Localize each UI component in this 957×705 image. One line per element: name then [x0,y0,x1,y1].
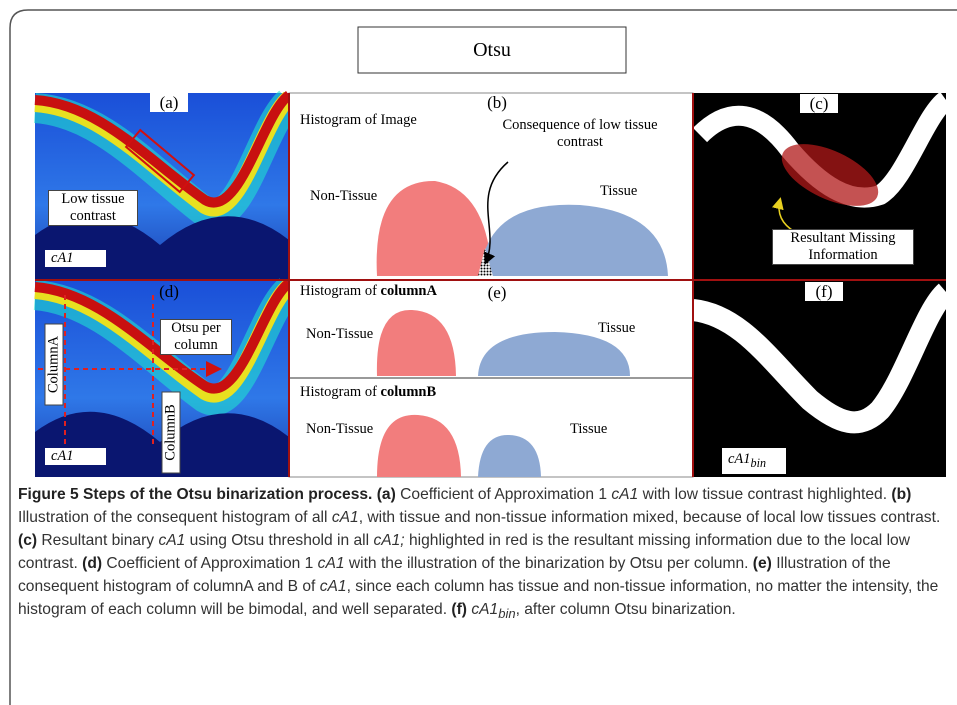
panel-label: (e) [478,283,516,302]
annotation: Consequence of low tissue contrast [495,117,665,151]
caption-text: with the illustration of the binarizatio… [349,555,749,572]
histogram-title: Histogram of Image [300,112,417,129]
label-text: cA1 [728,451,751,467]
histogram-title: Histogram of columnB [300,384,436,401]
callout: Low tissue contrast [48,190,138,226]
histogram-title: Histogram of columnA [300,283,437,300]
caption-title: Figure 5 Steps of the Otsu binarization … [18,486,372,503]
panel-ref: (d) [82,555,102,572]
caption-text: Resultant binary [41,532,154,549]
mode-label: Non-Tissue [306,326,373,343]
panel-label: (b) [478,93,516,112]
mode-label: Non-Tissue [306,421,373,438]
column-label: ColumnB [162,392,181,474]
caption-symbol: cA1 [318,555,345,572]
caption-symbol: cA1 [611,486,638,503]
caption-text: , after column Otsu binarization. [516,601,736,618]
panel-label: (a) [150,93,188,112]
panel-ref: (f) [451,601,467,618]
image-label: cA1 [45,448,106,465]
page: Otsu (a) Low tissue contrast cA1 (b) His… [0,0,957,705]
image-label: cA1 [45,250,106,267]
mode-label: Tissue [598,320,635,337]
caption-text: Coefficient of Approximation 1 [106,555,313,572]
title-text: Histogram of [300,384,377,400]
histogram-e [289,280,693,477]
image-label: cA1bin [722,448,786,474]
caption-text: using Otsu threshold in all [190,532,369,549]
mode-label: Tissue [600,183,637,200]
caption-symbol: cA1 [320,578,347,595]
label-subscript: bin [751,456,766,470]
caption-text: with low tissue contrast highlighted. [643,486,887,503]
caption-symbol: cA1 [332,509,359,526]
caption-text: Illustration of the consequent histogram… [18,509,327,526]
caption-symbol: cA1; [373,532,404,549]
title-column: columnB [381,384,437,400]
mode-label: Non-Tissue [310,188,377,205]
panel-ref: (e) [753,555,772,572]
figure-header: Otsu [358,38,626,62]
annotation: Resultant Missing Information [772,229,914,265]
caption-text: , with tissue and non-tissue information… [359,509,941,526]
panel-label: (d) [150,282,188,301]
panel-ref: (b) [891,486,911,503]
column-label: ColumnA [45,324,64,406]
caption-symbol: cA1 [158,532,185,549]
figure-caption: Figure 5 Steps of the Otsu binarization … [18,483,943,625]
panel-label: (f) [805,282,843,301]
panel-label: (c) [800,94,838,113]
caption-text: Coefficient of Approximation 1 [400,486,607,503]
caption-subscript: bin [498,606,515,621]
annotation: Otsu per column [160,319,232,355]
title-text: Histogram of [300,283,377,299]
panel-ref: (a) [377,486,396,503]
title-column: columnA [381,283,437,299]
caption-symbol: cA1 [471,601,498,618]
mode-label: Tissue [570,421,607,438]
panel-ref: (c) [18,532,37,549]
